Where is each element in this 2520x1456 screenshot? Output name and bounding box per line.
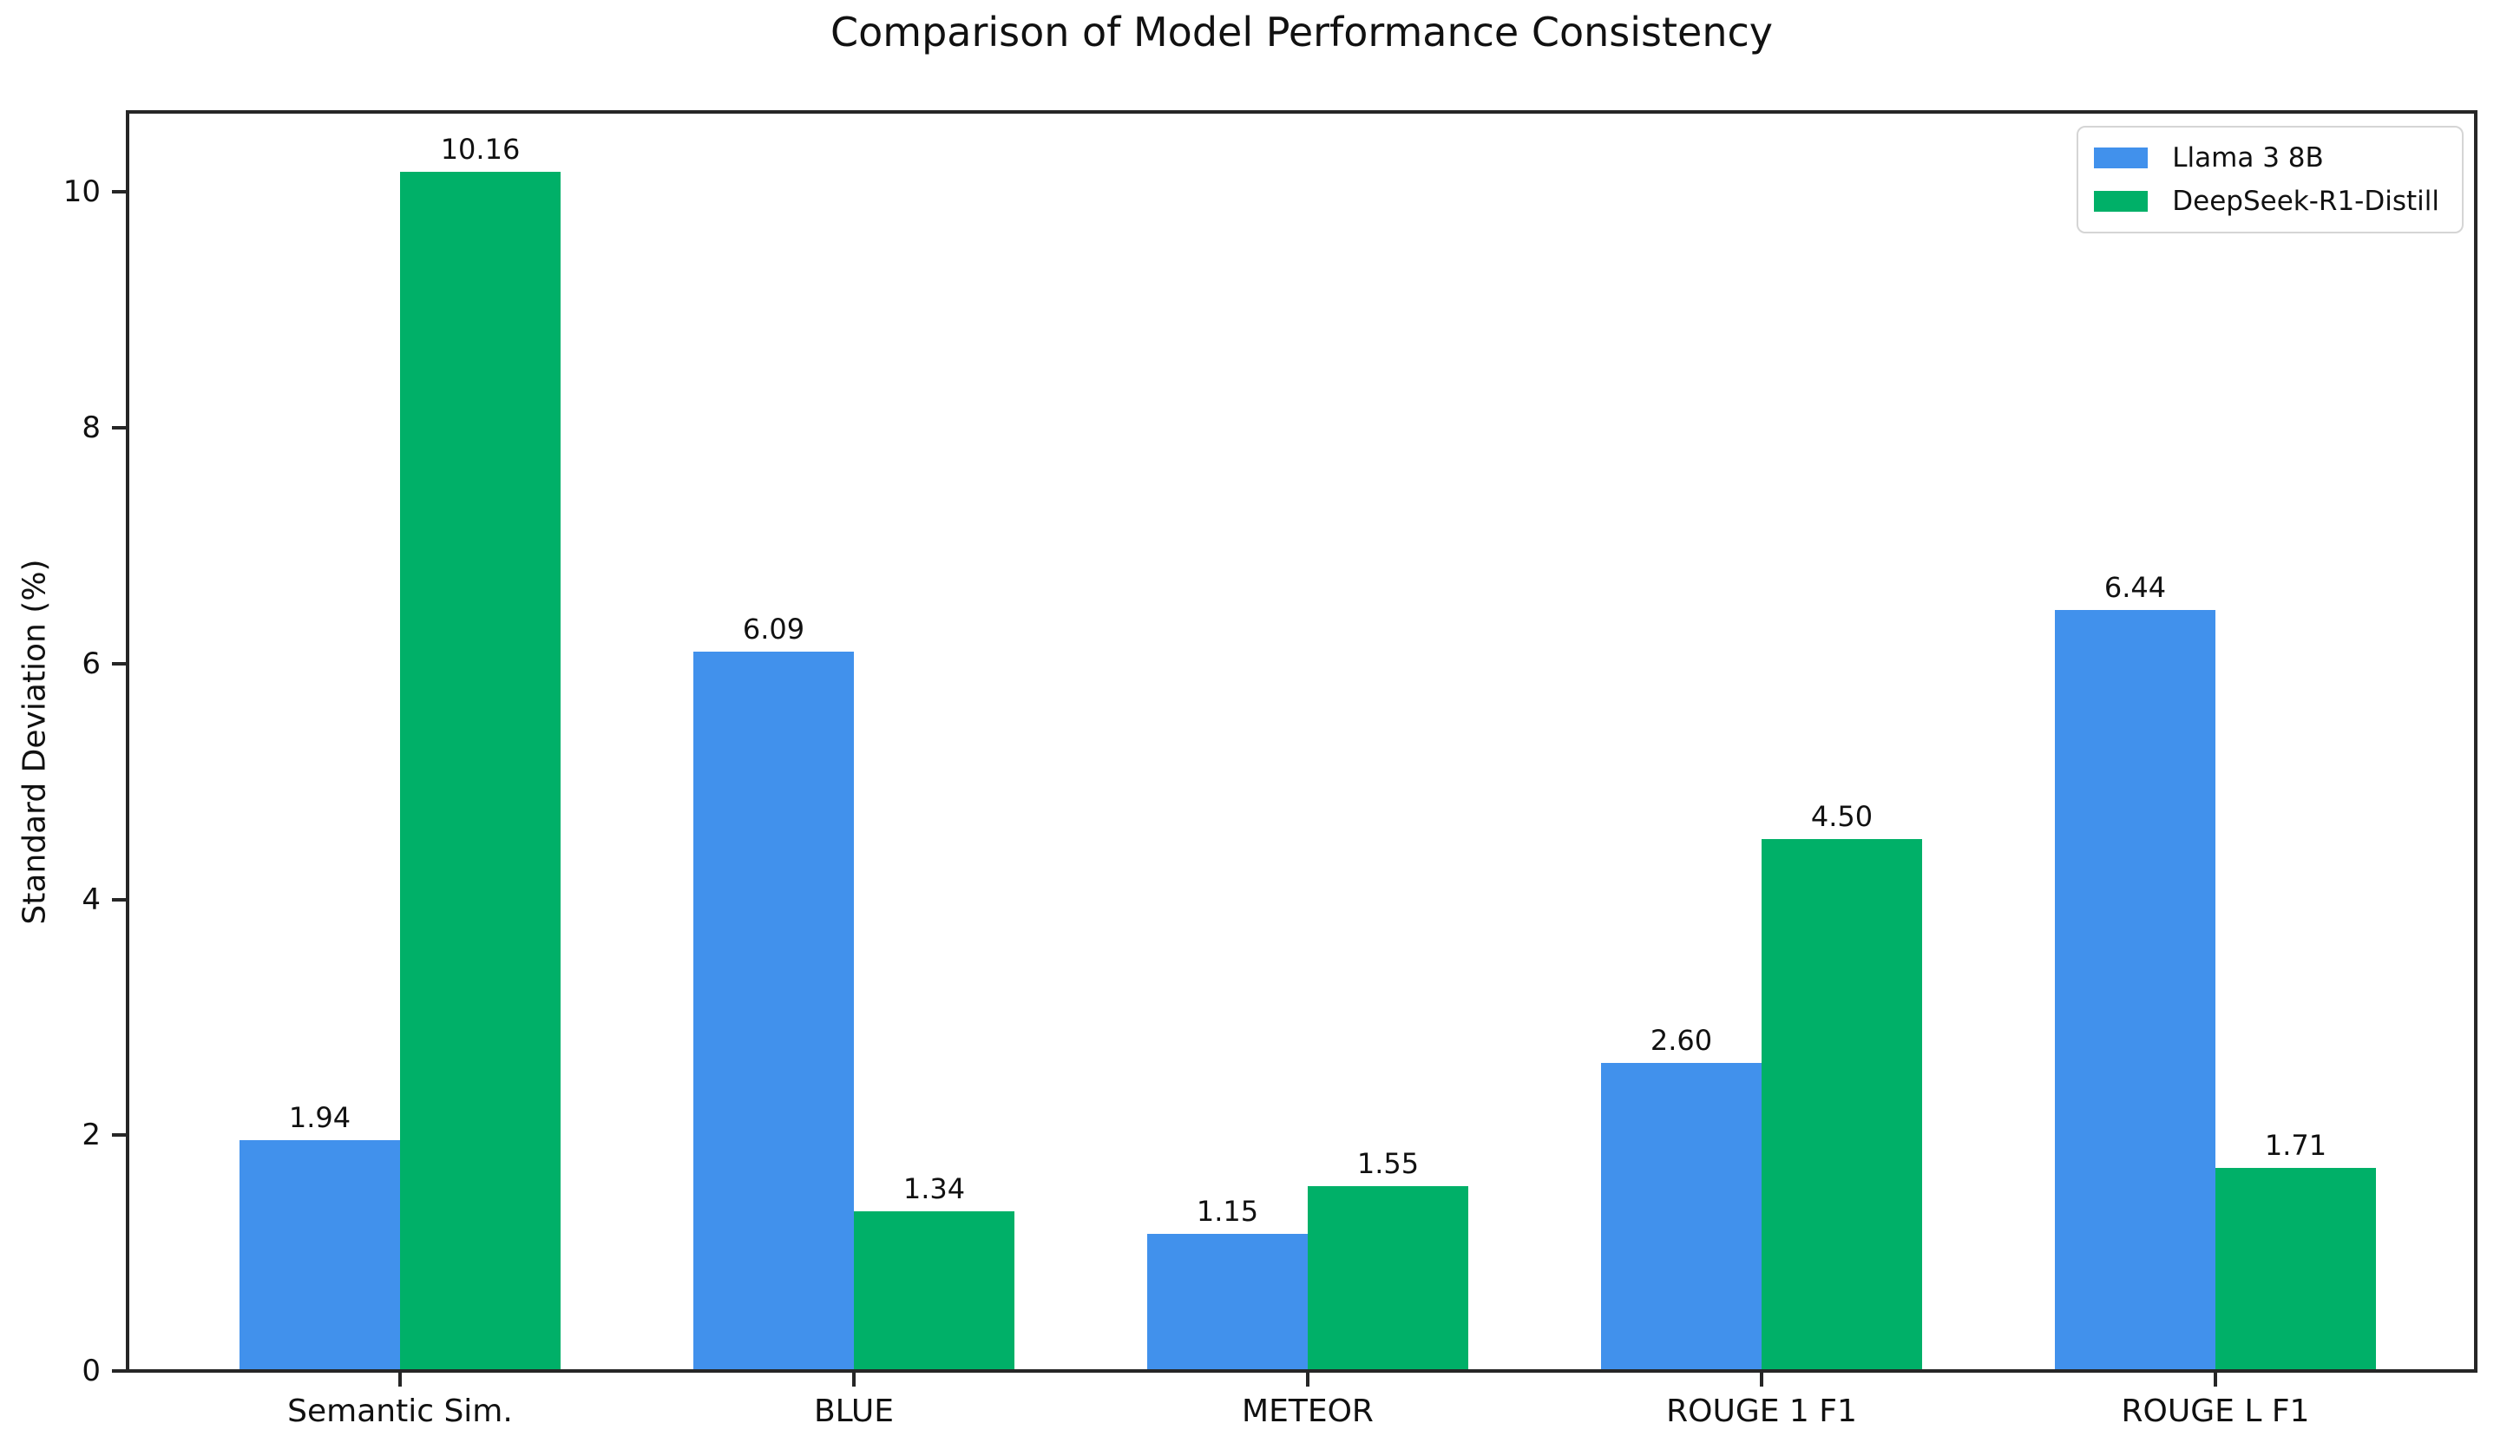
y-tick-label: 10 [62, 174, 101, 210]
bar-value-label: 6.44 [2103, 571, 2167, 605]
bar-value-label: 1.55 [1356, 1147, 1420, 1181]
bar-llama [2055, 610, 2215, 1369]
bar-deepseek [854, 1210, 1014, 1369]
bar-deepseek [1762, 838, 1922, 1369]
x-tick-label: METEOR [1242, 1394, 1374, 1429]
x-tick-mark [2214, 1373, 2217, 1387]
legend: Llama 3 8B DeepSeek-R1-Distill [2077, 126, 2464, 233]
chart-title: Comparison of Model Performance Consiste… [830, 9, 1773, 56]
bar-value-label: 2.60 [1650, 1023, 1713, 1057]
bar-llama [1601, 1062, 1762, 1369]
bar-value-label: 1.94 [288, 1101, 351, 1135]
y-tick-mark [112, 661, 126, 666]
y-tick-label: 2 [82, 1118, 101, 1153]
legend-label: Llama 3 8B [2172, 142, 2324, 174]
bar-value-label: 1.71 [2264, 1128, 2327, 1162]
bar-deepseek [400, 171, 561, 1369]
legend-item: DeepSeek-R1-Distill [2094, 187, 2439, 216]
y-tick-mark [112, 426, 126, 430]
legend-label: DeepSeek-R1-Distill [2172, 186, 2439, 217]
y-tick-mark [112, 1369, 126, 1373]
x-tick-mark [852, 1373, 856, 1387]
bar-llama [240, 1140, 400, 1369]
x-tick-mark [1306, 1373, 1309, 1387]
x-tick-label: BLUE [813, 1394, 895, 1429]
y-tick-label: 0 [82, 1354, 101, 1388]
y-tick-mark [112, 190, 126, 194]
y-tick-label: 8 [82, 410, 101, 446]
legend-swatch-icon [2094, 191, 2149, 212]
x-tick-mark [398, 1373, 402, 1387]
bar-deepseek [1308, 1186, 1468, 1369]
x-tick-mark [1760, 1373, 1763, 1387]
plot-area: Llama 3 8B DeepSeek-R1-Distill 1.94 6.09 1.… [126, 110, 2477, 1373]
bar-llama [1147, 1233, 1308, 1369]
legend-swatch-icon [2094, 148, 2149, 168]
bar-deepseek [2215, 1167, 2376, 1369]
x-tick-label: Semantic Sim. [287, 1394, 513, 1429]
y-axis-title: Standard Deviation (%) [16, 559, 53, 925]
legend-item: Llama 3 8B [2094, 143, 2439, 173]
y-tick-label: 6 [82, 646, 101, 681]
bar-value-label: 6.09 [742, 612, 805, 646]
bar-value-label: 1.15 [1196, 1194, 1259, 1228]
y-tick-mark [112, 897, 126, 902]
bar-llama [693, 651, 854, 1369]
y-tick-mark [112, 1133, 126, 1138]
bar-value-label: 4.50 [1810, 799, 1874, 833]
x-tick-label: ROUGE L F1 [2121, 1394, 2310, 1429]
bar-value-label: 1.34 [902, 1171, 966, 1205]
y-tick-label: 4 [82, 882, 101, 917]
bar-value-label: 10.16 [440, 132, 521, 166]
x-tick-label: ROUGE 1 F1 [1666, 1394, 1857, 1429]
